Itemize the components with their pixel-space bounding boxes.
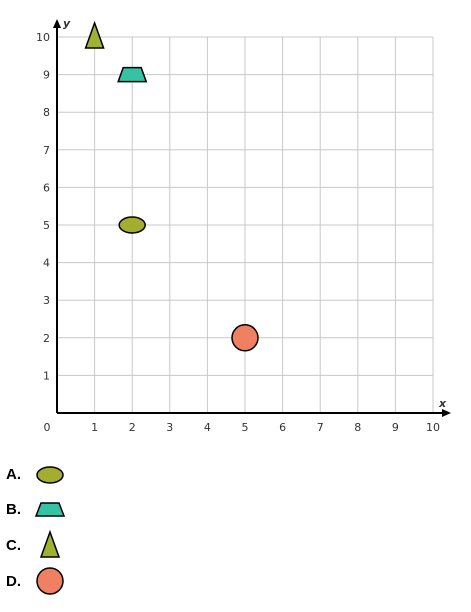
y-tick-label: 8	[43, 106, 50, 119]
option-d-letter: D.	[6, 573, 21, 590]
circle-icon	[36, 567, 64, 595]
x-axis-arrow	[442, 409, 451, 417]
y-axis-arrow	[53, 19, 61, 28]
y-tick-label: 9	[43, 69, 50, 82]
option-d[interactable]: D.	[0, 563, 200, 599]
plot-markers	[84, 20, 259, 352]
x-tick-label: 0	[44, 421, 51, 434]
x-tick-label: 9	[392, 421, 399, 434]
axes	[53, 19, 451, 417]
x-tick-label: 8	[354, 421, 361, 434]
tick-labels: 0 1 2 3 4 5 6 7 8 9 10 1 2 3 4 5 6 7 8 9 10	[36, 31, 440, 434]
x-tick-label: 2	[129, 421, 136, 434]
option-b[interactable]: B.	[0, 493, 200, 529]
option-c[interactable]: C.	[0, 528, 200, 564]
coordinate-grid-chart: 0 1 2 3 4 5 6 7 8 9 10 1 2 3 4 5 6 7 8 9 10 x y	[36, 17, 451, 434]
x-tick-label: 1	[91, 421, 98, 434]
x-tick-label: 10	[426, 421, 440, 434]
option-a[interactable]: A.	[0, 458, 200, 494]
triangle-point	[84, 20, 105, 49]
oval-point	[118, 216, 146, 234]
trapezoid-icon	[34, 502, 66, 517]
y-tick-label: 6	[43, 181, 50, 194]
trapezoid-point	[117, 66, 148, 83]
option-a-letter: A.	[6, 466, 21, 483]
grid-lines	[57, 36, 434, 413]
y-axis-label: y	[63, 17, 71, 30]
triangle-icon	[39, 529, 61, 558]
x-tick-label: 3	[166, 421, 173, 434]
x-tick-label: 7	[317, 421, 324, 434]
x-tick-label: 4	[204, 421, 211, 434]
circle-point	[231, 324, 259, 352]
answer-options: A. B. C. D.	[0, 455, 471, 605]
option-c-letter: C.	[6, 537, 21, 554]
oval-icon	[36, 466, 64, 484]
y-tick-label: 4	[43, 257, 50, 270]
y-tick-label: 7	[43, 144, 50, 157]
y-tick-label: 1	[43, 369, 50, 382]
y-tick-label: 3	[43, 294, 50, 307]
x-tick-label: 5	[242, 421, 249, 434]
y-tick-label: 5	[43, 219, 50, 232]
option-b-letter: B.	[6, 501, 21, 518]
y-tick-label: 2	[43, 332, 50, 345]
x-tick-label: 6	[279, 421, 286, 434]
y-tick-label: 10	[36, 31, 50, 44]
x-axis-label: x	[438, 397, 447, 410]
